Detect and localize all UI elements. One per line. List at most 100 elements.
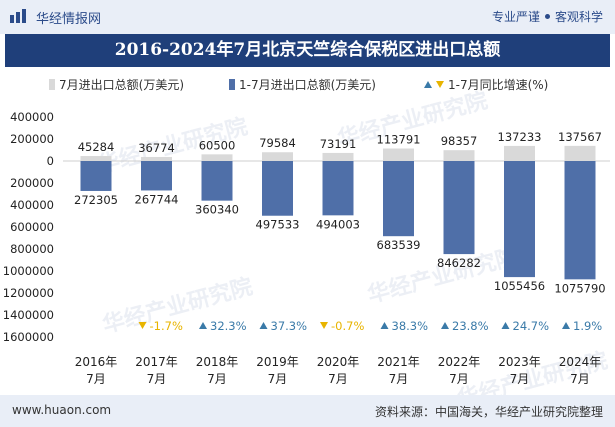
bar-ytd — [383, 161, 414, 237]
footer-source: 资料来源：中国海关，华经产业研究院整理 — [374, 405, 603, 419]
bar-july — [262, 152, 293, 161]
data-label-ytd: 497533 — [256, 218, 300, 232]
legend-item-july: 7月进出口总额(万美元) — [49, 76, 184, 93]
legend-item-growth: 1-7月同比增速(%) — [424, 76, 548, 93]
y-tick-label: 200000 — [10, 176, 54, 190]
data-label-growth: -0.7% — [331, 319, 364, 333]
footer-bar: www.huaon.com 资料来源：中国海关，华经产业研究院整理 — [0, 395, 615, 427]
data-label-ytd: 494003 — [316, 217, 360, 231]
bar-ytd — [504, 161, 535, 278]
y-tick-label: 200000 — [10, 132, 54, 146]
legend-item-ytd: 1-7月进出口总额(万美元) — [229, 76, 376, 93]
x-tick-label: 2023年 — [498, 355, 541, 369]
data-label-ytd: 846282 — [437, 256, 481, 270]
x-tick-label: 2018年 — [196, 355, 239, 369]
y-tick-label: 0 — [47, 154, 54, 168]
data-label-july: 36774 — [138, 141, 175, 155]
chart-title: 2016-2024年7月北京天竺综合保税区进出口总额 — [5, 34, 610, 67]
tagline: 专业严谨 客观科学 — [492, 8, 603, 25]
bar-july — [504, 145, 535, 161]
x-tick-label: 7月 — [510, 372, 530, 386]
bar-july — [201, 154, 233, 161]
data-label-growth: 23.8% — [452, 319, 489, 333]
data-label-july: 79584 — [259, 136, 296, 150]
legend-label-growth: 1-7月同比增速(%) — [448, 78, 549, 92]
x-tick-label: 2021年 — [377, 355, 420, 369]
y-tick-label: 1200000 — [3, 286, 54, 300]
bar-ytd — [564, 161, 596, 280]
legend-swatch-ytd — [229, 79, 235, 90]
data-label-ytd: 1075790 — [554, 281, 605, 295]
growth-up-marker — [199, 322, 207, 329]
x-tick-label: 7月 — [328, 372, 348, 386]
data-label-ytd: 267744 — [135, 192, 179, 206]
data-label-july: 73191 — [320, 137, 357, 151]
triangle-up-icon — [424, 81, 432, 88]
header-bar: 华经情报网 专业严谨 客观科学 — [0, 0, 615, 34]
x-tick-label: 7月 — [86, 372, 106, 386]
x-tick-label: 7月 — [449, 372, 469, 386]
x-tick-label: 7月 — [268, 372, 288, 386]
x-tick-label: 7月 — [389, 372, 409, 386]
bar-ytd — [201, 161, 233, 201]
x-tick-label: 2016年 — [75, 355, 118, 369]
x-tick-label: 2022年 — [438, 355, 481, 369]
legend-label-ytd: 1-7月进出口总额(万美元) — [239, 78, 376, 92]
data-label-july: 137233 — [498, 130, 542, 144]
growth-down-marker — [138, 322, 147, 329]
data-label-growth: 38.3% — [392, 319, 429, 333]
y-tick-label: 1400000 — [3, 308, 54, 322]
x-tick-label: 2020年 — [317, 355, 360, 369]
data-label-july: 60500 — [199, 138, 236, 152]
chart-legend: 7月进出口总额(万美元) 1-7月进出口总额(万美元) 1-7月同比增速(%) — [0, 74, 615, 96]
bar-ytd — [262, 161, 293, 216]
data-label-growth: 24.7% — [513, 319, 550, 333]
data-label-july: 98357 — [441, 134, 478, 148]
x-tick-label: 7月 — [570, 372, 590, 386]
bar-ytd — [141, 161, 172, 191]
x-tick-label: 2019年 — [256, 355, 299, 369]
x-tick-label: 7月 — [207, 372, 227, 386]
growth-up-marker — [562, 322, 570, 329]
y-tick-label: 1000000 — [3, 264, 54, 278]
legend-label-july: 7月进出口总额(万美元) — [59, 78, 184, 92]
y-tick-label: 400000 — [10, 198, 54, 212]
growth-up-marker — [501, 322, 510, 329]
growth-up-marker — [259, 322, 268, 329]
y-tick-label: 1600000 — [3, 330, 54, 344]
data-label-ytd: 683539 — [377, 238, 421, 252]
y-tick-label: 600000 — [10, 220, 54, 234]
bar-july — [443, 150, 475, 161]
chart-canvas: 400000 200000 0 200000 400000 600000 800000 100… — [3, 110, 610, 386]
x-tick-label: 2024年 — [559, 355, 602, 369]
bar-july — [322, 152, 354, 161]
separator-dot-icon — [544, 14, 550, 19]
data-label-growth: 37.3% — [271, 319, 308, 333]
growth-down-marker — [320, 322, 328, 329]
data-label-growth: 32.3% — [210, 319, 247, 333]
bar-ytd — [322, 161, 354, 216]
logo-icon — [10, 9, 26, 23]
data-label-growth: -1.7% — [150, 319, 183, 333]
data-label-growth: 1.9% — [573, 319, 602, 333]
growth-up-marker — [380, 322, 389, 329]
data-label-ytd: 360340 — [195, 203, 239, 217]
growth-up-marker — [441, 322, 449, 329]
bar-july — [141, 156, 172, 161]
tagline-right: 客观科学 — [554, 10, 603, 24]
bar-ytd — [80, 161, 112, 191]
data-label-ytd: 1055456 — [494, 279, 545, 293]
triangle-down-icon — [436, 81, 444, 88]
tagline-left: 专业严谨 — [491, 10, 540, 24]
data-label-july: 137567 — [558, 130, 602, 144]
footer-url: www.huaon.com — [12, 403, 112, 417]
bar-july — [80, 156, 112, 161]
data-label-ytd: 272305 — [74, 193, 118, 207]
x-tick-label: 2017年 — [135, 355, 178, 369]
bar-july — [564, 145, 596, 161]
legend-swatch-july — [49, 79, 55, 90]
y-tick-label: 400000 — [10, 110, 54, 124]
data-label-july: 113791 — [377, 132, 421, 146]
x-tick-label: 7月 — [147, 372, 167, 386]
data-label-july: 45284 — [78, 140, 115, 154]
